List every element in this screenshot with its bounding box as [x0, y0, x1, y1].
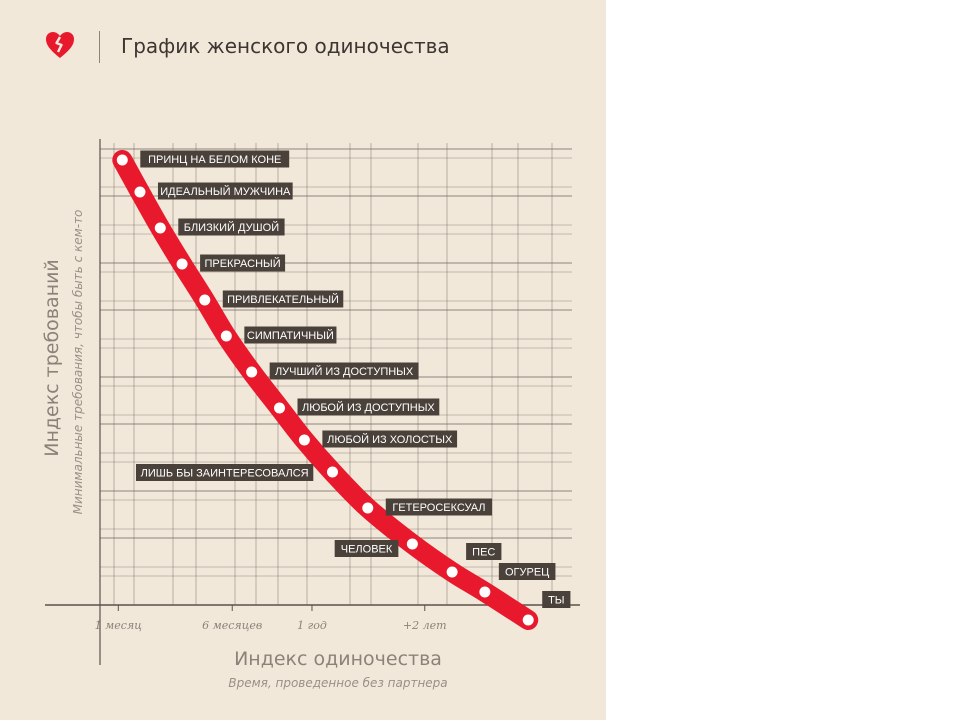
point-marker: [176, 258, 188, 270]
point-label: ЛЮБОЙ ИЗ ХОЛОСТЫХ: [322, 430, 458, 448]
broken-heart-icon: [44, 30, 76, 64]
point-label: СИМПАТИЧНЫЙ: [244, 326, 337, 344]
point-label-text: СИМПАТИЧНЫЙ: [247, 329, 334, 342]
point-label: ОГУРЕЦ: [498, 563, 556, 580]
chart-title: График женского одиночества: [121, 34, 450, 58]
point-label-box: [385, 498, 493, 516]
point-label-box: [297, 398, 440, 416]
x-tick-label: 6 месяцев: [202, 619, 262, 632]
header-divider: [99, 31, 100, 63]
x-axis-title: Индекс одиночества: [234, 648, 442, 670]
point-marker: [446, 566, 458, 578]
point-label-box: [244, 326, 337, 344]
point-label-text: ПЕС: [472, 547, 495, 559]
point-label: ИДЕАЛЬНЫЙ МУЖЧИНА: [157, 182, 293, 200]
point-label: ТЫ: [542, 591, 571, 608]
point-marker: [362, 502, 374, 514]
point-label-text: ЛЮБОЙ ИЗ ХОЛОСТЫХ: [327, 433, 453, 446]
point-label-text: ЛЮБОЙ ИЗ ДОСТУПНЫХ: [302, 401, 435, 414]
point-label: ГЕТЕРОСЕКСУАЛ: [385, 498, 493, 516]
y-axis-subtitle: Минимальные требования, чтобы быть с кем…: [71, 209, 85, 515]
point-marker: [154, 222, 166, 234]
point-label: ЛЮБОЙ ИЗ ДОСТУПНЫХ: [297, 398, 440, 416]
point-marker: [522, 614, 534, 626]
point-marker: [220, 330, 232, 342]
y-axis-title: Индекс требований: [41, 259, 63, 457]
point-label-box: [322, 430, 458, 448]
point-label-text: ОГУРЕЦ: [505, 567, 549, 579]
point-label-box: [136, 464, 314, 481]
point-label: ПРЕКРАСНЫЙ: [200, 254, 286, 272]
point-label-box: [178, 218, 285, 236]
point-marker: [479, 586, 491, 598]
point-label: ЛУЧШИЙ ИЗ ДОСТУПНЫХ: [269, 362, 419, 380]
point-label-box: [200, 254, 286, 272]
point-label-text: ПРИНЦ НА БЕЛОМ КОНЕ: [148, 154, 281, 166]
point-marker: [199, 294, 211, 306]
point-marker: [246, 366, 258, 378]
point-label: ЛИШЬ БЫ ЗАИНТЕРЕСОВАЛСЯ: [136, 464, 314, 481]
point-marker: [274, 402, 285, 414]
point-label: ПРИНЦ НА БЕЛОМ КОНЕ: [140, 150, 290, 168]
point-label-text: ПРИВЛЕКАТЕЛЬНЫЙ: [227, 293, 339, 306]
point-label-box: [498, 563, 556, 580]
point-label-box: [157, 182, 293, 200]
point-label: ПЕС: [466, 543, 502, 560]
point-marker: [326, 466, 338, 478]
point-label-box: [466, 543, 502, 560]
point-label-text: ЧЕЛОВЕК: [341, 544, 393, 556]
x-tick-label: +2 лет: [403, 619, 447, 632]
point-label: БЛИЗКИЙ ДУШОЙ: [178, 218, 285, 236]
point-label-text: ИДЕАЛЬНЫЙ МУЖЧИНА: [160, 185, 291, 198]
point-label-text: ТЫ: [548, 595, 564, 607]
point-label-box: [140, 150, 290, 168]
point-label-box: [334, 540, 399, 557]
x-axis-subtitle: Время, проведенное без партнера: [228, 676, 448, 690]
point-marker: [406, 538, 418, 550]
point-marker: [134, 186, 146, 198]
point-label-text: ЛИШЬ БЫ ЗАИНТЕРЕСОВАЛСЯ: [141, 468, 309, 480]
point-label-box: [222, 290, 344, 308]
point-label: ЧЕЛОВЕК: [334, 540, 399, 557]
point-label: ПРИВЛЕКАТЕЛЬНЫЙ: [222, 290, 344, 308]
point-label-box: [542, 591, 571, 608]
point-label-text: ГЕТЕРОСЕКСУАЛ: [392, 502, 485, 514]
x-tick-label: 1 месяц: [95, 619, 143, 632]
x-tick-label: 1 год: [297, 619, 327, 632]
point-label-text: ЛУЧШИЙ ИЗ ДОСТУПНЫХ: [275, 365, 414, 378]
point-label-text: БЛИЗКИЙ ДУШОЙ: [184, 221, 279, 234]
point-marker: [116, 154, 128, 166]
point-label-text: ПРЕКРАСНЫЙ: [204, 257, 280, 270]
point-label-box: [269, 362, 419, 380]
point-marker: [298, 434, 310, 446]
